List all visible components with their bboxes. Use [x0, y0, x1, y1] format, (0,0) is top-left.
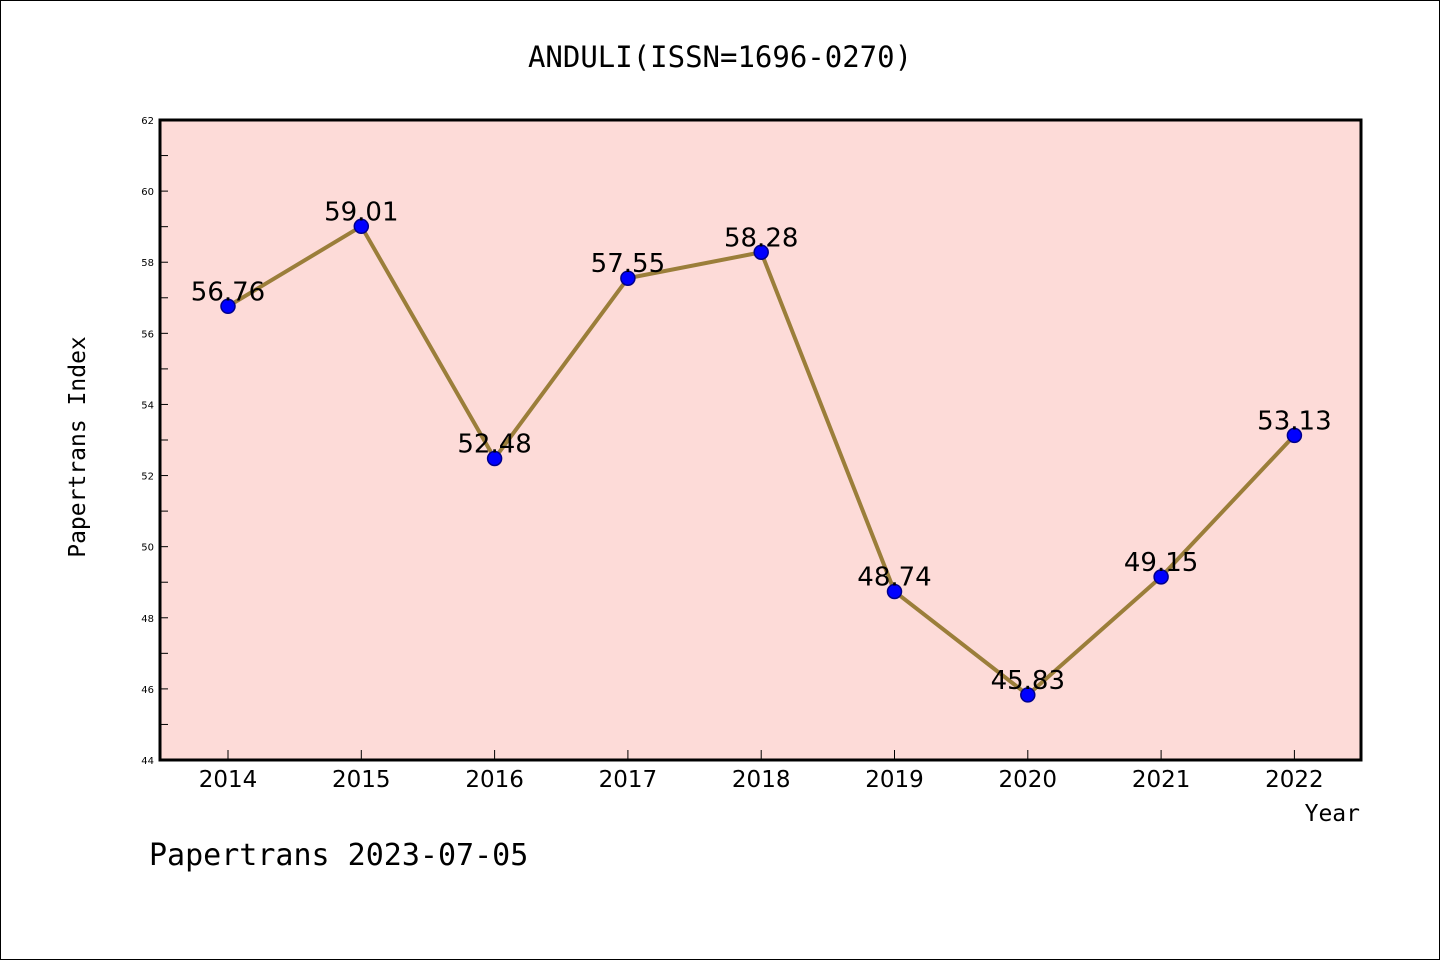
- footer-stamp: Papertrans 2023-07-05: [149, 838, 528, 873]
- y-tick-label: 52: [141, 472, 154, 483]
- x-tick-label: 2017: [599, 767, 658, 793]
- data-label: 53.13: [1257, 406, 1331, 436]
- data-label: 58.28: [724, 223, 798, 253]
- y-tick-label: 56: [141, 329, 154, 340]
- data-point: [1020, 687, 1036, 703]
- data-point: [753, 244, 769, 261]
- data-point: [353, 218, 370, 235]
- data-labels: 56.76 59.01 52.48 57.55 58.28 48.74 45.83 49.15…: [191, 197, 1332, 696]
- data-label: 56.76: [191, 277, 265, 307]
- x-tick-label: 2019: [865, 767, 924, 793]
- data-point: [886, 583, 903, 600]
- data-point: [486, 450, 503, 467]
- data-point: [1286, 427, 1303, 444]
- data-label: 45.83: [991, 666, 1065, 696]
- y-tick-label: 60: [141, 187, 154, 198]
- x-tick-label: 2022: [1265, 767, 1324, 793]
- x-tick-label: 2020: [999, 767, 1058, 793]
- data-markers: [220, 218, 1303, 703]
- y-axis-label: Papertrans Index: [65, 336, 91, 558]
- x-tick-label: 2021: [1132, 767, 1191, 793]
- x-axis-ticks: 2014 2015 2016 2017 2018 2019 2020 2021 2022: [199, 750, 1324, 793]
- chart-title: ANDULI(ISSN=1696-0270): [528, 40, 912, 74]
- data-label: 52.48: [457, 429, 531, 459]
- x-tick-label: 2018: [732, 767, 791, 793]
- data-label: 49.15: [1124, 548, 1198, 578]
- y-tick-label: 50: [141, 543, 154, 554]
- data-label: 48.74: [857, 562, 931, 592]
- x-axis-label: Year: [1305, 801, 1360, 827]
- plot-frame: [158, 118, 1363, 762]
- y-tick-label: 58: [141, 258, 154, 269]
- y-tick-label: 44: [141, 756, 154, 767]
- y-tick-label: 62: [141, 116, 154, 127]
- x-tick-label: 2016: [465, 767, 524, 793]
- data-point: [620, 270, 636, 286]
- x-tick-label: 2014: [199, 767, 258, 793]
- data-label: 57.55: [591, 249, 665, 279]
- data-point: [220, 298, 236, 315]
- y-tick-label: 46: [141, 685, 154, 696]
- y-tick-label: 48: [141, 614, 154, 625]
- data-label: 59.01: [324, 197, 398, 227]
- data-point: [1153, 569, 1169, 585]
- x-tick-label: 2015: [332, 767, 391, 793]
- y-tick-label: 54: [141, 400, 154, 411]
